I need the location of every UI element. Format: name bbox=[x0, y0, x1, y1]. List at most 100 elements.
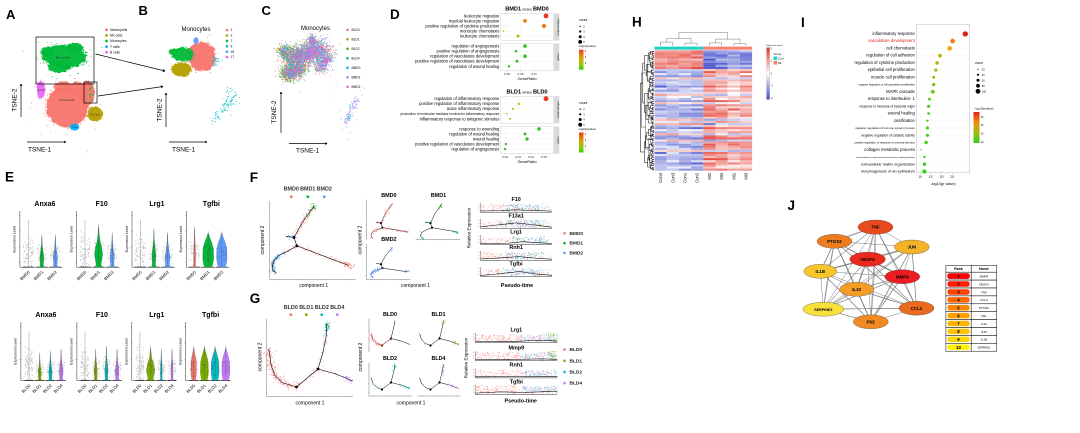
svg-text:G: G bbox=[250, 291, 261, 306]
svg-text:BLD1: BLD1 bbox=[352, 37, 360, 41]
svg-text:MI3: MI3 bbox=[744, 172, 749, 180]
svg-text:FN1: FN1 bbox=[981, 314, 987, 318]
svg-text:PTGS2: PTGS2 bbox=[979, 306, 989, 310]
svg-text:GeneRatio: GeneRatio bbox=[517, 76, 537, 81]
svg-text:BLD0: BLD0 bbox=[131, 383, 142, 394]
svg-text:MI2: MI2 bbox=[707, 172, 712, 180]
svg-text:2: 2 bbox=[585, 62, 587, 65]
svg-text:4: 4 bbox=[583, 118, 585, 122]
svg-text:- log10(pvalue): - log10(pvalue) bbox=[974, 107, 994, 111]
svg-text:−log10(pvalue): −log10(pvalue) bbox=[578, 44, 596, 48]
svg-text:Lrg1: Lrg1 bbox=[149, 201, 164, 208]
svg-text:1: 1 bbox=[473, 389, 474, 391]
svg-text:5: 5 bbox=[957, 305, 960, 310]
svg-text:Monocytes: Monocytes bbox=[56, 56, 71, 60]
svg-text:60: 60 bbox=[982, 78, 985, 82]
svg-text:Group: Group bbox=[774, 52, 782, 56]
svg-text:Con: Con bbox=[778, 57, 784, 61]
svg-text:1: 1 bbox=[473, 337, 474, 339]
svg-text:E: E bbox=[5, 169, 14, 184]
svg-text:myeloid leukocyte migration: myeloid leukocyte migration bbox=[449, 18, 500, 23]
svg-text:BLD1: BLD1 bbox=[31, 383, 42, 394]
svg-text:5: 5 bbox=[583, 40, 585, 44]
svg-text:component 2: component 2 bbox=[358, 225, 364, 254]
svg-text:JUN: JUN bbox=[981, 330, 987, 334]
svg-text:IL10: IL10 bbox=[981, 322, 987, 326]
svg-text:VEGFA: VEGFA bbox=[979, 282, 989, 286]
svg-text:BMD1: BMD1 bbox=[352, 75, 361, 79]
svg-text:BLD0: BLD0 bbox=[284, 305, 298, 311]
svg-text:BMD2: BMD2 bbox=[381, 237, 396, 243]
svg-text:MMP9: MMP9 bbox=[896, 274, 909, 279]
svg-text:repair: repair bbox=[557, 136, 561, 144]
svg-text:component 2: component 2 bbox=[358, 342, 364, 371]
svg-text:BMD0: BMD0 bbox=[352, 66, 361, 70]
svg-text:Con4: Con4 bbox=[658, 172, 663, 183]
svg-text:regulation of angiogenesis: regulation of angiogenesis bbox=[452, 44, 500, 49]
svg-text:15: 15 bbox=[929, 175, 933, 179]
svg-text:SERPINE1: SERPINE1 bbox=[977, 346, 990, 350]
svg-text:Relative Expression: Relative Expression bbox=[464, 337, 469, 378]
svg-text:BMD2: BMD2 bbox=[570, 251, 584, 257]
svg-text:regulation of angiogenesis: regulation of angiogenesis bbox=[452, 147, 500, 152]
svg-text:Neutrophils: Neutrophils bbox=[59, 98, 75, 102]
svg-text:Monocytes: Monocytes bbox=[110, 39, 127, 43]
svg-text:2: 2 bbox=[583, 24, 585, 28]
svg-text:regulation of cell adhesion: regulation of cell adhesion bbox=[866, 53, 915, 58]
svg-text:25: 25 bbox=[950, 175, 954, 179]
svg-text:8: 8 bbox=[957, 329, 960, 334]
svg-text:Rnh1: Rnh1 bbox=[509, 245, 522, 251]
svg-text:TNF: TNF bbox=[871, 225, 880, 230]
svg-text:count: count bbox=[975, 61, 983, 65]
svg-text:1: 1 bbox=[478, 226, 479, 228]
svg-text:2: 2 bbox=[583, 107, 585, 111]
svg-text:1: 1 bbox=[473, 375, 474, 377]
svg-text:1: 1 bbox=[473, 369, 474, 371]
svg-text:TNF: TNF bbox=[981, 290, 987, 294]
svg-text:Con3: Con3 bbox=[670, 172, 675, 183]
svg-text:BLD1: BLD1 bbox=[196, 383, 207, 394]
svg-text:BMD0: BMD0 bbox=[381, 193, 396, 199]
svg-text:BLD4: BLD4 bbox=[570, 381, 583, 387]
svg-text:10: 10 bbox=[918, 175, 922, 179]
svg-text:9: 9 bbox=[957, 337, 960, 342]
svg-text:BMD1 versus BMD0: BMD1 versus BMD0 bbox=[505, 7, 549, 13]
svg-text:BMD0: BMD0 bbox=[570, 231, 584, 237]
svg-text:1: 1 bbox=[478, 210, 479, 212]
svg-text:J: J bbox=[788, 198, 796, 213]
svg-text:Expression Level: Expression Level bbox=[70, 226, 74, 253]
svg-text:MI: MI bbox=[778, 61, 781, 65]
svg-text:BLD0: BLD0 bbox=[383, 312, 397, 318]
svg-text:1: 1 bbox=[478, 223, 479, 225]
svg-text:component 1: component 1 bbox=[299, 283, 328, 289]
svg-text:-log10(p value): -log10(p value) bbox=[930, 182, 956, 186]
svg-text:TSNE-2: TSNE-2 bbox=[271, 100, 278, 124]
svg-text:1: 1 bbox=[478, 220, 479, 222]
svg-text:IL1B: IL1B bbox=[816, 269, 826, 274]
svg-text:Name: Name bbox=[979, 267, 989, 271]
svg-text:Expression Level: Expression Level bbox=[70, 338, 74, 365]
svg-text:1: 1 bbox=[478, 204, 479, 206]
svg-text:Lrg1: Lrg1 bbox=[510, 327, 522, 333]
svg-text:10: 10 bbox=[956, 345, 961, 350]
svg-text:1: 1 bbox=[473, 386, 474, 388]
svg-text:0.11: 0.11 bbox=[531, 72, 537, 76]
svg-text:MMP9: MMP9 bbox=[980, 275, 989, 279]
svg-text:component 2: component 2 bbox=[258, 342, 264, 371]
svg-text:0.04: 0.04 bbox=[528, 155, 534, 159]
svg-text:wound healing: wound healing bbox=[473, 136, 500, 141]
svg-text:Expression Level: Expression Level bbox=[13, 226, 17, 253]
svg-text:Lrg1: Lrg1 bbox=[149, 312, 164, 319]
svg-text:morphogenesis of an epithelium: morphogenesis of an epithelium bbox=[861, 170, 915, 174]
svg-text:0.03: 0.03 bbox=[515, 155, 521, 159]
svg-text:4: 4 bbox=[585, 50, 587, 53]
svg-text:1: 1 bbox=[478, 255, 479, 257]
svg-text:15: 15 bbox=[981, 133, 984, 136]
svg-text:Anxa6: Anxa6 bbox=[35, 312, 56, 319]
svg-text:TSNE-1: TSNE-1 bbox=[296, 148, 320, 155]
svg-text:2: 2 bbox=[585, 145, 587, 148]
svg-text:Mmp9: Mmp9 bbox=[509, 346, 525, 352]
svg-text:0.05: 0.05 bbox=[504, 72, 510, 76]
svg-text:9: 9 bbox=[231, 44, 233, 48]
svg-text:PTGS2: PTGS2 bbox=[827, 239, 842, 244]
